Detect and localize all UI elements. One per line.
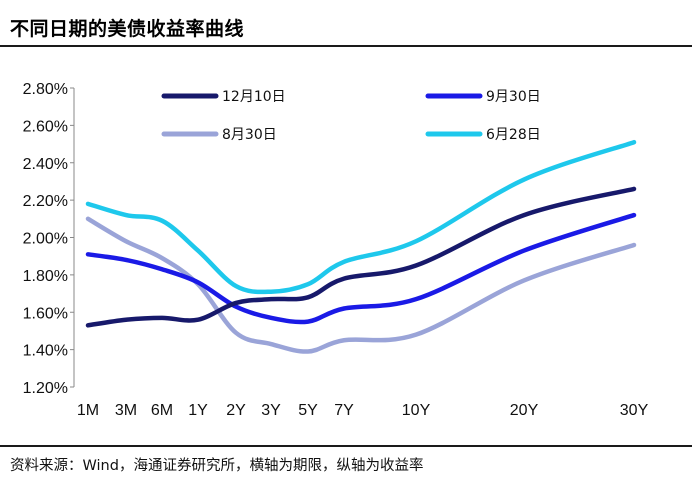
x-tick-label: 2Y xyxy=(226,402,246,419)
series-line-0 xyxy=(85,186,637,328)
x-tick-label: 5Y xyxy=(298,402,318,419)
y-tick-label: 2.80% xyxy=(23,81,68,98)
series-line-1 xyxy=(85,212,637,325)
x-tick-label: 1Y xyxy=(188,402,208,419)
series-line-2 xyxy=(85,216,637,354)
x-tick-label: 3Y xyxy=(261,402,281,419)
chart-title: 不同日期的美债收益率曲线 xyxy=(10,18,245,40)
x-tick-label: 7Y xyxy=(334,402,354,419)
y-tick-label: 2.20% xyxy=(23,193,68,210)
y-tick-label: 2.40% xyxy=(23,156,68,173)
x-tick-label: 6M xyxy=(151,402,173,419)
y-tick-label: 1.20% xyxy=(23,380,68,397)
bottom-divider xyxy=(0,445,692,447)
x-tick-label: 30Y xyxy=(620,402,649,419)
series-line-3 xyxy=(85,139,637,295)
legend-label: 12月10日 xyxy=(222,89,286,105)
x-tick-label: 1M xyxy=(77,402,99,419)
y-tick-label: 1.60% xyxy=(23,305,68,322)
y-tick-label: 1.80% xyxy=(23,268,68,285)
y-tick-label: 2.60% xyxy=(23,118,68,135)
top-divider xyxy=(0,45,692,47)
y-tick-label: 2.00% xyxy=(23,231,68,248)
legend-label: 8月30日 xyxy=(222,127,277,143)
source-note: 资料来源：Wind，海通证券研究所，横轴为期限，纵轴为收益率 xyxy=(10,458,424,474)
x-tick-label: 3M xyxy=(115,402,137,419)
y-tick-label: 1.40% xyxy=(23,343,68,360)
x-tick-label: 20Y xyxy=(510,402,539,419)
legend-label: 9月30日 xyxy=(486,89,541,105)
x-tick-label: 10Y xyxy=(402,402,431,419)
legend-label: 6月28日 xyxy=(486,127,541,143)
